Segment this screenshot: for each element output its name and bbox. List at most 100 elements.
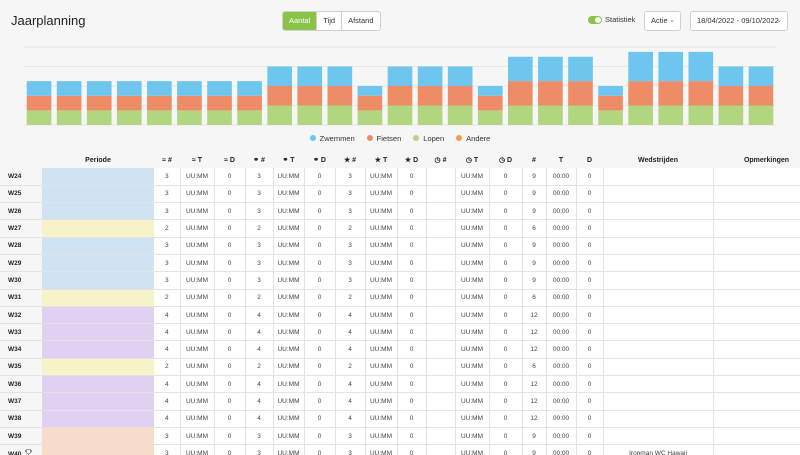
bike-time-cell[interactable]: UU:MM	[273, 254, 305, 273]
swim-distance-cell[interactable]: 0	[214, 323, 246, 342]
other-count-cell[interactable]	[426, 254, 456, 273]
bar-zwemmen-w29[interactable]	[417, 66, 443, 87]
legend-item-andere[interactable]: Andere	[456, 131, 490, 145]
bar-lopen-w30[interactable]	[447, 105, 473, 126]
bar-fietsen-w22[interactable]	[207, 95, 232, 111]
bike-count-cell[interactable]: 4	[245, 323, 274, 342]
bar-lopen-w25[interactable]	[297, 105, 323, 126]
total-time-cell[interactable]: 00:00	[546, 237, 577, 255]
bike-count-cell[interactable]: 4	[245, 306, 274, 325]
other-time-cell[interactable]: UU:MM	[455, 427, 490, 446]
bike-count-cell[interactable]: 3	[245, 254, 274, 273]
race-cell[interactable]	[603, 375, 714, 394]
run-distance-cell[interactable]: 0	[397, 185, 427, 204]
bike-time-cell[interactable]: UU:MM	[273, 237, 305, 255]
bar-fietsen-w40[interactable]	[748, 86, 774, 106]
bike-distance-cell[interactable]: 0	[304, 427, 336, 446]
bar-zwemmen-w37[interactable]	[658, 51, 684, 82]
bar-zwemmen-w22[interactable]	[207, 81, 232, 96]
race-cell[interactable]	[603, 254, 714, 273]
bar-fietsen-w33[interactable]	[538, 81, 563, 106]
bar-zwemmen-w34[interactable]	[568, 56, 593, 82]
swim-distance-cell[interactable]: 0	[214, 219, 246, 238]
total-time-cell[interactable]: 00:00	[546, 323, 577, 342]
swim-count-cell[interactable]: 3	[154, 427, 181, 446]
bike-time-cell[interactable]: UU:MM	[273, 358, 305, 377]
bike-distance-cell[interactable]: 0	[304, 219, 336, 238]
run-distance-cell[interactable]: 0	[397, 427, 427, 446]
race-cell[interactable]	[603, 202, 714, 221]
total-count-cell[interactable]: 12	[522, 410, 547, 428]
total-distance-cell[interactable]: 0	[576, 306, 604, 325]
note-cell[interactable]	[713, 289, 800, 307]
bike-distance-cell[interactable]: 0	[304, 392, 336, 411]
total-count-cell[interactable]: 9	[522, 237, 547, 255]
bar-lopen-w40[interactable]	[748, 105, 774, 126]
swim-distance-cell[interactable]: 0	[214, 306, 246, 325]
run-time-cell[interactable]: UU:MM	[365, 375, 398, 394]
bar-fietsen-w17[interactable]	[56, 95, 82, 111]
total-time-cell[interactable]: 00:00	[546, 358, 577, 377]
total-count-cell[interactable]: 6	[522, 358, 547, 377]
bike-count-cell[interactable]: 3	[245, 271, 274, 290]
total-count-cell[interactable]: 9	[522, 185, 547, 204]
bar-zwemmen-w39[interactable]	[718, 66, 744, 87]
swim-count-cell[interactable]: 4	[154, 340, 181, 359]
total-distance-cell[interactable]: 0	[576, 444, 604, 455]
run-distance-cell[interactable]: 0	[397, 444, 427, 455]
bar-lopen-w37[interactable]	[658, 105, 684, 126]
other-distance-cell[interactable]: 0	[489, 185, 523, 204]
swim-time-cell[interactable]: UU:MM	[180, 185, 215, 204]
total-distance-cell[interactable]: 0	[576, 237, 604, 255]
other-time-cell[interactable]: UU:MM	[455, 375, 490, 394]
other-count-cell[interactable]	[426, 185, 456, 204]
other-distance-cell[interactable]: 0	[489, 202, 523, 221]
bike-time-cell[interactable]: UU:MM	[273, 375, 305, 394]
bike-count-cell[interactable]: 3	[245, 427, 274, 446]
swim-distance-cell[interactable]: 0	[214, 444, 246, 455]
period-cell[interactable]	[42, 340, 154, 359]
bar-fietsen-w34[interactable]	[568, 81, 593, 106]
race-cell[interactable]	[603, 185, 714, 204]
run-count-cell[interactable]: 4	[335, 375, 366, 394]
other-time-cell[interactable]: UU:MM	[455, 392, 490, 411]
race-cell[interactable]	[603, 237, 714, 255]
bike-count-cell[interactable]: 2	[245, 289, 274, 307]
other-distance-cell[interactable]: 0	[489, 427, 523, 446]
bar-lopen-w34[interactable]	[568, 105, 593, 126]
run-count-cell[interactable]: 4	[335, 392, 366, 411]
other-distance-cell[interactable]: 0	[489, 444, 523, 455]
bar-zwemmen-w17[interactable]	[56, 81, 82, 96]
run-count-cell[interactable]: 2	[335, 289, 366, 307]
other-distance-cell[interactable]: 0	[489, 323, 523, 342]
swim-count-cell[interactable]: 4	[154, 306, 181, 325]
total-time-cell[interactable]: 00:00	[546, 340, 577, 359]
total-time-cell[interactable]: 00:00	[546, 306, 577, 325]
bike-distance-cell[interactable]: 0	[304, 237, 336, 255]
race-cell[interactable]	[603, 219, 714, 238]
swim-time-cell[interactable]: UU:MM	[180, 237, 215, 255]
total-distance-cell[interactable]: 0	[576, 271, 604, 290]
total-distance-cell[interactable]: 0	[576, 323, 604, 342]
run-time-cell[interactable]: UU:MM	[365, 306, 398, 325]
period-cell[interactable]	[42, 202, 154, 221]
run-time-cell[interactable]: UU:MM	[365, 410, 398, 428]
bike-count-cell[interactable]: 4	[245, 375, 274, 394]
other-distance-cell[interactable]: 0	[489, 254, 523, 273]
swim-count-cell[interactable]: 3	[154, 254, 181, 273]
other-time-cell[interactable]: UU:MM	[455, 254, 490, 273]
statistics-toggle[interactable]	[588, 16, 602, 24]
note-cell[interactable]	[713, 410, 800, 428]
total-count-cell[interactable]: 6	[522, 219, 547, 238]
period-cell[interactable]	[42, 237, 154, 255]
swim-time-cell[interactable]: UU:MM	[180, 444, 215, 455]
bar-zwemmen-w33[interactable]	[538, 56, 563, 82]
run-time-cell[interactable]: UU:MM	[365, 254, 398, 273]
run-distance-cell[interactable]: 0	[397, 202, 427, 221]
other-time-cell[interactable]: UU:MM	[455, 219, 490, 238]
bar-lopen-w16[interactable]	[26, 110, 52, 126]
bike-time-cell[interactable]: UU:MM	[273, 306, 305, 325]
action-dropdown[interactable]: Actie ⌄	[644, 11, 681, 31]
bar-fietsen-w21[interactable]	[177, 95, 202, 111]
swim-count-cell[interactable]: 4	[154, 375, 181, 394]
